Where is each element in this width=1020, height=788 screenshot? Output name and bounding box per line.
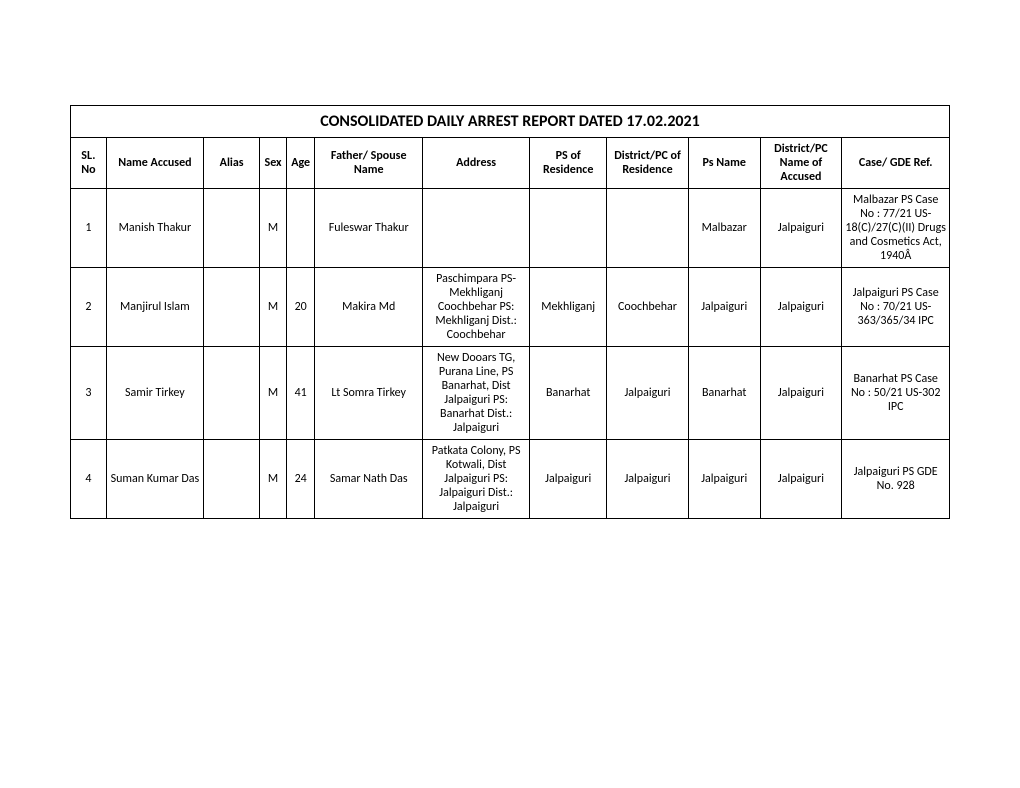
cell-district-residence: [607, 189, 689, 268]
cell-name-accused: Suman Kumar Das: [106, 440, 203, 519]
report-title: CONSOLIDATED DAILY ARREST REPORT DATED 1…: [71, 106, 950, 138]
cell-address: New Dooars TG, Purana Line, PS Banarhat,…: [422, 347, 529, 440]
cell-address: Patkata Colony, PS Kotwali, Dist Jalpaig…: [422, 440, 529, 519]
cell-age: [286, 189, 315, 268]
cell-ps-name: Jalpaiguri: [688, 440, 760, 519]
cell-age: 20: [286, 268, 315, 347]
cell-alias: [203, 268, 259, 347]
cell-address: [422, 189, 529, 268]
title-row: CONSOLIDATED DAILY ARREST REPORT DATED 1…: [71, 106, 950, 138]
cell-ps-name: Malbazar: [688, 189, 760, 268]
cell-sl-no: 2: [71, 268, 107, 347]
cell-district-pc-name: Jalpaiguri: [760, 268, 842, 347]
cell-sl-no: 4: [71, 440, 107, 519]
cell-ps-name: Jalpaiguri: [688, 268, 760, 347]
cell-age: 24: [286, 440, 315, 519]
cell-address: Paschimpara PS- Mekhliganj Coochbehar PS…: [422, 268, 529, 347]
cell-ps-name: Banarhat: [688, 347, 760, 440]
cell-district-residence: Coochbehar: [607, 268, 689, 347]
cell-district-pc-name: Jalpaiguri: [760, 440, 842, 519]
cell-sl-no: 3: [71, 347, 107, 440]
header-sl-no: SL. No: [71, 138, 107, 189]
cell-ps-residence: Jalpaiguri: [530, 440, 607, 519]
table-row: 3 Samir Tirkey M 41 Lt Somra Tirkey New …: [71, 347, 950, 440]
cell-sex: M: [260, 189, 287, 268]
header-name-accused: Name Accused: [106, 138, 203, 189]
report-page: CONSOLIDATED DAILY ARREST REPORT DATED 1…: [0, 0, 1020, 519]
cell-father-spouse: Samar Nath Das: [315, 440, 422, 519]
cell-name-accused: Samir Tirkey: [106, 347, 203, 440]
cell-sl-no: 1: [71, 189, 107, 268]
cell-name-accused: Manish Thakur: [106, 189, 203, 268]
cell-alias: [203, 347, 259, 440]
table-body: 1 Manish Thakur M Fuleswar Thakur Malbaz…: [71, 189, 950, 519]
table-row: 2 Manjirul Islam M 20 Makira Md Paschimp…: [71, 268, 950, 347]
cell-district-pc-name: Jalpaiguri: [760, 189, 842, 268]
cell-sex: M: [260, 347, 287, 440]
cell-district-residence: Jalpaiguri: [607, 440, 689, 519]
header-age: Age: [286, 138, 315, 189]
header-case-gde: Case/ GDE Ref.: [842, 138, 950, 189]
cell-district-pc-name: Jalpaiguri: [760, 347, 842, 440]
cell-alias: [203, 440, 259, 519]
cell-sex: M: [260, 440, 287, 519]
header-ps-residence: PS of Residence: [530, 138, 607, 189]
cell-father-spouse: Fuleswar Thakur: [315, 189, 422, 268]
cell-case-gde: Jalpaiguri PS GDE No. 928: [842, 440, 950, 519]
header-sex: Sex: [260, 138, 287, 189]
header-alias: Alias: [203, 138, 259, 189]
cell-sex: M: [260, 268, 287, 347]
cell-case-gde: Malbazar PS Case No : 77/21 US-18(C)/27(…: [842, 189, 950, 268]
cell-age: 41: [286, 347, 315, 440]
header-row: SL. No Name Accused Alias Sex Age Father…: [71, 138, 950, 189]
cell-district-residence: Jalpaiguri: [607, 347, 689, 440]
cell-ps-residence: Mekhliganj: [530, 268, 607, 347]
cell-ps-residence: Banarhat: [530, 347, 607, 440]
header-district-residence: District/PC of Residence: [607, 138, 689, 189]
table-row: 1 Manish Thakur M Fuleswar Thakur Malbaz…: [71, 189, 950, 268]
header-district-pc-name: District/PC Name of Accused: [760, 138, 842, 189]
table-row: 4 Suman Kumar Das M 24 Samar Nath Das Pa…: [71, 440, 950, 519]
cell-case-gde: Jalpaiguri PS Case No : 70/21 US-363/365…: [842, 268, 950, 347]
arrest-report-table: CONSOLIDATED DAILY ARREST REPORT DATED 1…: [70, 105, 950, 519]
cell-father-spouse: Lt Somra Tirkey: [315, 347, 422, 440]
cell-father-spouse: Makira Md: [315, 268, 422, 347]
header-ps-name: Ps Name: [688, 138, 760, 189]
cell-name-accused: Manjirul Islam: [106, 268, 203, 347]
header-father-spouse: Father/ Spouse Name: [315, 138, 422, 189]
cell-ps-residence: [530, 189, 607, 268]
header-address: Address: [422, 138, 529, 189]
cell-case-gde: Banarhat PS Case No : 50/21 US-302 IPC: [842, 347, 950, 440]
cell-alias: [203, 189, 259, 268]
